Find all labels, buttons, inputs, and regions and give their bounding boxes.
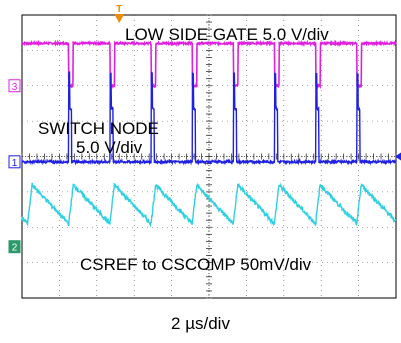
ch1-marker-box bbox=[8, 155, 21, 169]
annotation-ch2: CSREF to CSCOMP 50mV/div bbox=[80, 255, 312, 274]
channel-markers: T 3 1 2 bbox=[8, 4, 401, 254]
graticule bbox=[21, 14, 397, 299]
annotation-ch1-line2: 5.0 V/div bbox=[76, 138, 143, 157]
x-axis-label: 2 µs/div bbox=[171, 314, 230, 333]
ch1-marker-label: 1 bbox=[12, 158, 18, 169]
trigger-label: T bbox=[116, 4, 122, 15]
ch3-marker-label: 3 bbox=[12, 82, 18, 93]
trigger-marker bbox=[114, 14, 125, 23]
trace-ch3 bbox=[21, 39, 397, 90]
ch2-marker-box bbox=[8, 240, 21, 254]
trigger-level-marker bbox=[395, 152, 401, 161]
traces bbox=[21, 39, 397, 228]
ch2-marker-label: 2 bbox=[12, 243, 18, 254]
trace-ch1 bbox=[21, 71, 397, 166]
trace-ch2 bbox=[21, 182, 397, 228]
annotation-ch1-line1: SWITCH NODE bbox=[38, 119, 159, 138]
annotation-ch3: LOW SIDE GATE 5.0 V/div bbox=[125, 25, 329, 44]
ch3-marker-box bbox=[8, 79, 21, 93]
